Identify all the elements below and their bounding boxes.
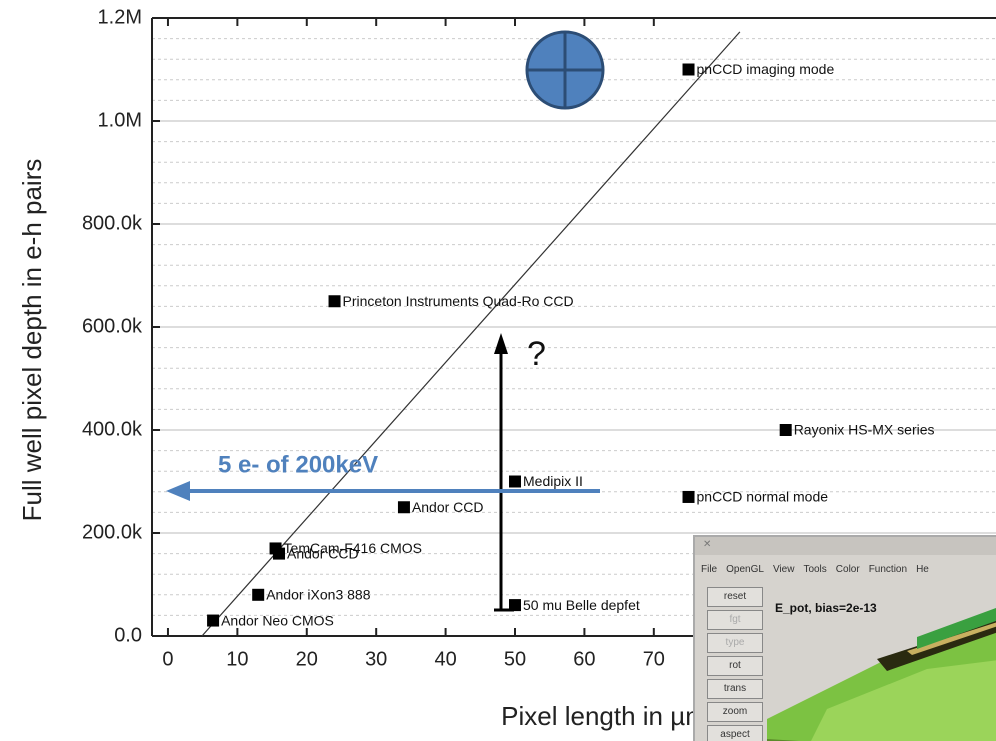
y-tick-label: 0.0 <box>114 624 142 646</box>
annotation: ? <box>527 335 546 373</box>
x-tick-label: 30 <box>365 648 387 670</box>
x-axis-label: Pixel length in µm <box>501 701 707 731</box>
menu-item[interactable]: Color <box>836 564 860 575</box>
point <box>683 491 695 503</box>
y-tick-label: 600.0k <box>82 315 143 337</box>
point-label: Princeton Instruments Quad-Ro CCD <box>343 293 574 309</box>
point <box>252 589 264 601</box>
menu-item[interactable]: He <box>916 564 929 575</box>
x-tick-label: 40 <box>434 648 456 670</box>
point <box>780 424 792 436</box>
menu-item[interactable]: Tools <box>803 564 826 575</box>
button[interactable]: aspect <box>707 725 763 741</box>
point <box>683 64 695 76</box>
point-label: Andor Neo CMOS <box>221 612 334 628</box>
point-label: Andor CCD <box>287 545 359 561</box>
plot-title: E_pot, bias=2e-13 <box>775 601 877 615</box>
button[interactable]: zoom <box>707 702 763 722</box>
point <box>398 501 410 513</box>
y-tick-label: 1.0M <box>98 109 142 131</box>
point-label: 50 mu Belle depfet <box>523 597 640 613</box>
button[interactable]: reset <box>707 587 763 607</box>
point <box>509 476 521 488</box>
y-tick-label: 400.0k <box>82 418 143 440</box>
point-label: Andor iXon3 888 <box>266 587 371 603</box>
x-tick-label: 10 <box>226 648 248 670</box>
menu-item[interactable]: File <box>701 564 717 575</box>
x-tick-label: 70 <box>643 648 665 670</box>
window-titlebar: ✕ <box>695 537 996 555</box>
menu-item[interactable]: View <box>773 564 795 575</box>
x-tick-label: 20 <box>296 648 318 670</box>
y-tick-label: 200.0k <box>82 521 143 543</box>
button[interactable]: trans <box>707 679 763 699</box>
page: {"chart_data": {"type": "scatter", "x_la… <box>0 0 996 741</box>
x-tick-label: 0 <box>162 648 173 670</box>
point-label: Medipix II <box>523 473 583 489</box>
point-label: pnCCD imaging mode <box>697 61 835 77</box>
y-axis-label: Full well pixel depth in e-h pairs <box>17 159 47 522</box>
menu-bar: File OpenGL View Tools Color Function He <box>701 564 938 575</box>
x-tick-label: 60 <box>573 648 595 670</box>
x-tick-label: 50 <box>504 648 526 670</box>
point-label: Rayonix HS-MX series <box>794 422 935 438</box>
annotation: 5 e- of 200keV <box>218 451 378 478</box>
menu-item[interactable]: OpenGL <box>726 564 764 575</box>
crosshair-icon <box>527 32 603 108</box>
button-panel: reset fgt type rot trans zoom aspect <box>707 587 763 741</box>
menu-item[interactable]: Function <box>869 564 907 575</box>
button[interactable]: fgt <box>707 610 763 630</box>
point-label: Andor CCD <box>412 499 484 515</box>
button[interactable]: type <box>707 633 763 653</box>
point <box>273 548 285 560</box>
y-tick-label: 800.0k <box>82 212 143 234</box>
point-label: pnCCD normal mode <box>697 489 829 505</box>
button[interactable]: rot <box>707 656 763 676</box>
point <box>207 615 219 627</box>
point <box>329 295 341 307</box>
y-tick-label: 1.2M <box>98 6 142 28</box>
inset-screenshot: ✕ File OpenGL View Tools Color Function He E_p… <box>693 535 996 741</box>
